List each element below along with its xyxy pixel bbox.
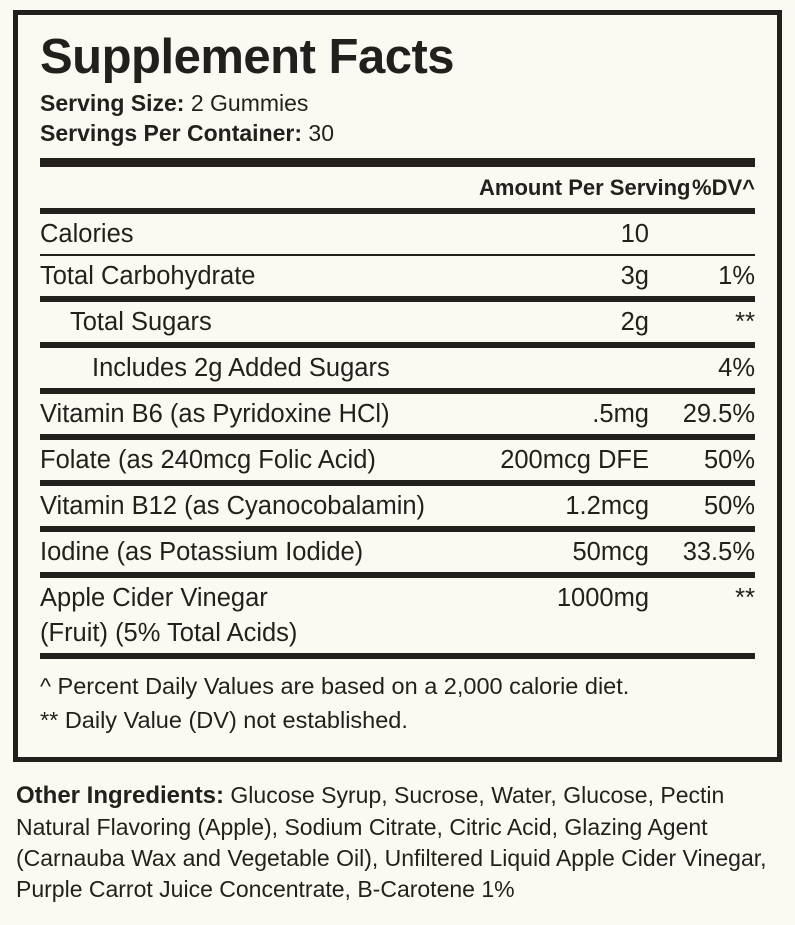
nutrient-amount: 1.2mcg [565,492,649,521]
nutrient-name: Calories [40,219,134,248]
nutrient-daily-value: 33.5% [682,538,755,567]
nutrient-name: Folate (as 240mcg Folic Acid) [40,446,376,475]
nutrient-amount: 2g [620,307,649,336]
other-ingredients-text: Glucose Syrup, Sucrose, Water, Glucose, … [16,782,767,903]
nutrient-name: Iodine (as Potassium Iodide) [40,538,364,567]
nutrient-daily-value: 50% [703,492,755,521]
table-row: Vitamin B12 (as Cyanocobalamin) 1.2mcg 50% [40,486,755,526]
nutrient-name-continuation: (Fruit) (5% Total Acids) [40,619,298,648]
nutrient-name: Apple Cider Vinegar [40,584,268,613]
table-row: Vitamin B6 (as Pyridoxine HCl) .5mg 29.5% [40,394,755,434]
nutrient-name: Total Carbohydrate [40,261,256,290]
column-header-daily-value: %DV^ [692,174,755,200]
nutrient-amount: 50mcg [572,538,649,567]
table-row: Total Sugars 2g ** [40,302,755,342]
nutrient-daily-value: ** [735,584,755,613]
serving-size-label: Serving Size: [40,89,185,116]
row-separator [40,341,755,348]
nutrient-daily-value: ** [735,307,755,336]
other-ingredients-label: Other Ingredients: [16,782,225,809]
nutrient-daily-value: 50% [703,446,755,475]
nutrient-daily-value: 4% [718,353,755,382]
footnote: ^ Percent Daily Values are based on a 2,… [40,673,630,700]
row-separator [40,434,755,441]
table-row: Includes 2g Added Sugars 4% [40,348,755,388]
nutrient-amount: 10 [620,219,649,248]
rule-above-footnotes [40,653,755,660]
column-header-amount: Amount Per Serving [479,174,691,200]
other-ingredients-block: Other Ingredients: Glucose Syrup, Sucros… [16,780,784,906]
serving-size-line: Serving Size: 2 Gummies [40,88,755,118]
row-separator [40,572,755,579]
footnotes-block: ^ Percent Daily Values are based on a 2,… [40,659,755,737]
page-title: Supplement Facts [40,30,455,84]
nutrient-amount: .5mg [592,399,649,428]
nutrient-name: Total Sugars [70,307,212,336]
serving-size-value: 2 Gummies [190,89,309,116]
row-separator [40,526,755,533]
table-row: Apple Cider Vinegar 1000mg ** [40,578,755,618]
row-separator [40,387,755,394]
table-row: Iodine (as Potassium Iodide) 50mcg 33.5% [40,532,755,572]
footnote: ** Daily Value (DV) not established. [40,706,408,733]
table-row: Folate (as 240mcg Folic Acid) 200mcg DFE 5… [40,440,755,480]
row-separator [40,295,755,302]
nutrient-amount [479,348,649,388]
nutrient-daily-value: 1% [718,261,755,290]
nutrition-table: Amount Per Serving %DV^ Calories 10 Total … [40,167,755,660]
supplement-facts-panel: Supplement Facts Serving Size: 2 Gummies… [13,10,782,762]
nutrient-amount: 3g [620,261,649,290]
row-separator [40,253,755,256]
nutrient-name: Vitamin B6 (as Pyridoxine HCl) [40,399,390,428]
servings-per-container-label: Servings Per Container: [40,120,303,147]
servings-per-container-value: 30 [308,120,335,147]
nutrient-name: Vitamin B12 (as Cyanocobalamin) [40,492,426,521]
nutrient-amount: 200mcg DFE [500,446,649,475]
table-row: Total Carbohydrate 3g 1% [40,256,755,296]
nutrient-amount: 1000mg [556,584,649,613]
rule-below-header [40,157,755,167]
table-row: Calories 10 [40,214,755,254]
nutrient-name: Includes 2g Added Sugars [92,353,390,382]
row-separator [40,480,755,487]
table-header-separator [40,207,755,214]
table-row-continuation: (Fruit) (5% Total Acids) [40,618,755,653]
nutrient-daily-value [649,214,755,254]
servings-per-container-line: Servings Per Container: 30 [40,118,755,148]
nutrient-daily-value: 29.5% [682,399,755,428]
column-header-name [40,167,479,208]
table-header-row: Amount Per Serving %DV^ [40,167,755,208]
nutrition-table-body: Amount Per Serving %DV^ Calories 10 Total … [40,167,755,660]
